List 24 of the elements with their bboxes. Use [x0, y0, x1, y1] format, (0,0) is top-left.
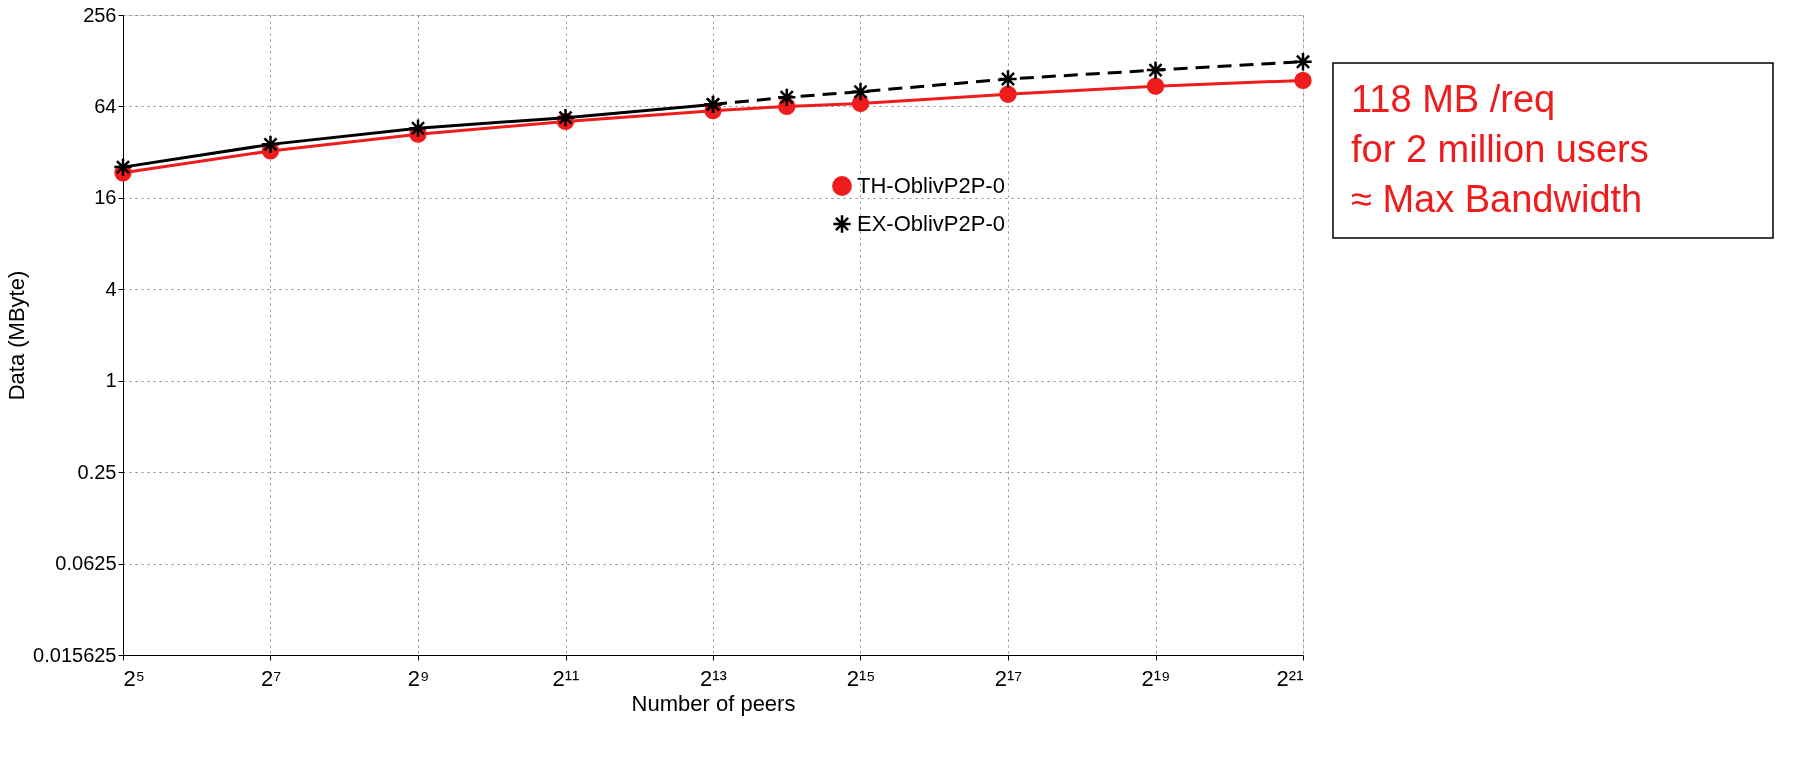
y-tick-label: 1 — [105, 369, 117, 392]
x-tick-label: 2⁵ — [123, 665, 145, 691]
x-tick-label: 2¹⁵ — [846, 665, 876, 691]
x-axis-title: Number of peers — [631, 690, 796, 716]
y-tick-label: 0.0625 — [55, 552, 117, 575]
y-tick-label: 256 — [83, 3, 117, 26]
y-tick-label: 0.25 — [77, 460, 117, 483]
text: ≈ Max Bandwidth — [1351, 178, 1643, 220]
x-tick-label: 2¹⁹ — [1141, 665, 1171, 691]
x-tick-label: 2⁹ — [407, 665, 430, 691]
text: 118 MB /req — [1351, 78, 1556, 120]
x-tick-label: 2¹³ — [700, 665, 727, 691]
x-tick-label: 2¹¹ — [552, 665, 580, 691]
legend-label: EX-OblivP2P-0 — [857, 211, 1005, 236]
y-tick-label: 4 — [105, 277, 117, 300]
y-tick-label: 64 — [94, 94, 117, 117]
x-tick-label: 2⁷ — [260, 665, 282, 691]
y-tick-label: 16 — [94, 186, 117, 209]
y-tick-label: 0.015625 — [33, 643, 117, 666]
text: for 2 million users — [1351, 128, 1649, 170]
y-axis-title: Data (MByte) — [4, 270, 30, 401]
legend-label: TH-OblivP2P-0 — [857, 173, 1005, 198]
x-tick-label: 2²¹ — [1276, 665, 1304, 691]
x-tick-label: 2¹⁷ — [994, 665, 1023, 691]
